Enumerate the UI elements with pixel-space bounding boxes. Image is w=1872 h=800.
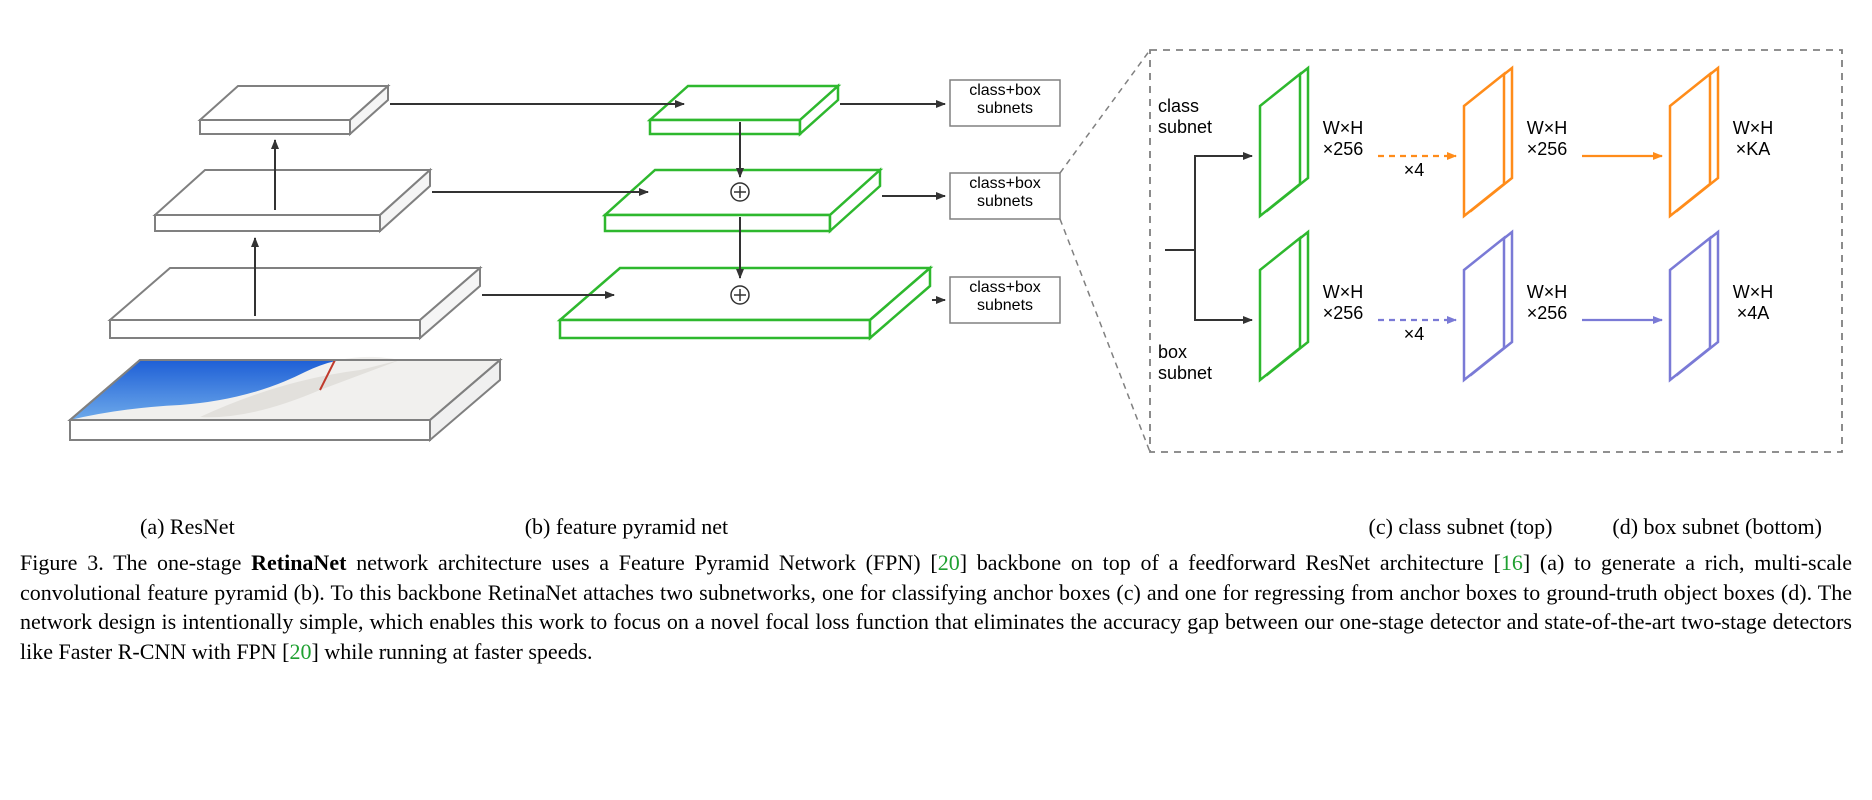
box-panel-1: W×H×256 (1260, 232, 1378, 380)
box-panel-3: W×H×4A (1670, 232, 1788, 380)
subnet-box-line2: subnets (977, 297, 1033, 314)
subnet-box-line1: class+box (969, 279, 1041, 296)
sublabel-d: (d) box subnet (bottom) (1612, 514, 1822, 540)
expand-line-bot (1060, 219, 1150, 452)
panel-wh256: W×H×256 (1308, 282, 1378, 323)
panel-wh256: W×H×256 (1308, 118, 1378, 159)
fork-arrow-box (1165, 250, 1252, 320)
class-panel-2: W×H×256 (1464, 68, 1582, 216)
panel-wh256: W×H×256 (1512, 118, 1582, 159)
cite-3: 20 (290, 639, 312, 664)
caption-pre: Figure 3. The one-stage (20, 550, 251, 575)
architecture-diagram: class+box subnets class+box subnets (20, 20, 1852, 510)
figure-caption: Figure 3. The one-stage RetinaNet networ… (20, 548, 1852, 667)
class-subnet-label: classsubnet (1158, 96, 1248, 137)
sublabel-c: (c) class subnet (top) (1369, 514, 1553, 540)
x4-label-class: ×4 (1394, 160, 1434, 181)
figure-container: class+box subnets class+box subnets (20, 20, 1852, 667)
resnet-slab-large (110, 268, 480, 338)
subnet-box-bot: class+box subnets (950, 277, 1060, 323)
class-panel-1: W×H×256 (1260, 68, 1378, 216)
diagram-row: class+box subnets class+box subnets (20, 20, 1852, 510)
caption-t1: network architecture uses a Feature Pyra… (346, 550, 937, 575)
box-panel-2: W×H×256 (1464, 232, 1582, 380)
sublabel-b: (b) feature pyramid net (525, 514, 728, 540)
sublabel-a: (a) ResNet (140, 514, 235, 540)
panel-wh4A: W×H×4A (1718, 282, 1788, 323)
resnet-slab-small (200, 86, 388, 134)
panel-wh256: W×H×256 (1512, 282, 1582, 323)
cite-1: 20 (938, 550, 960, 575)
subnet-box-top: class+box subnets (950, 80, 1060, 126)
caption-t4: ] while running at faster speeds. (312, 639, 593, 664)
fork-arrow-class (1165, 156, 1252, 250)
fpn-slab-small (650, 86, 838, 134)
resnet-slab-medium (155, 170, 430, 231)
sublabel-row: (a) ResNet (b) feature pyramid net (c) c… (20, 514, 1852, 540)
box-subnet-label: boxsubnet (1158, 342, 1248, 383)
subnet-box-line2: subnets (977, 193, 1033, 210)
subnet-box-line2: subnets (977, 100, 1033, 117)
subnet-box-mid: class+box subnets (950, 173, 1060, 219)
panel-whKA: W×H×KA (1718, 118, 1788, 159)
expand-line-top (1060, 50, 1150, 173)
subnet-box-line1: class+box (969, 175, 1041, 192)
cite-2: 16 (1501, 550, 1523, 575)
x4-label-box: ×4 (1394, 324, 1434, 345)
caption-t2: ] backbone on top of a feedforward ResNe… (960, 550, 1501, 575)
subnet-box-line1: class+box (969, 82, 1041, 99)
caption-bold: RetinaNet (251, 550, 346, 575)
resnet-input-image (70, 357, 500, 440)
class-panel-3: W×H×KA (1670, 68, 1788, 216)
